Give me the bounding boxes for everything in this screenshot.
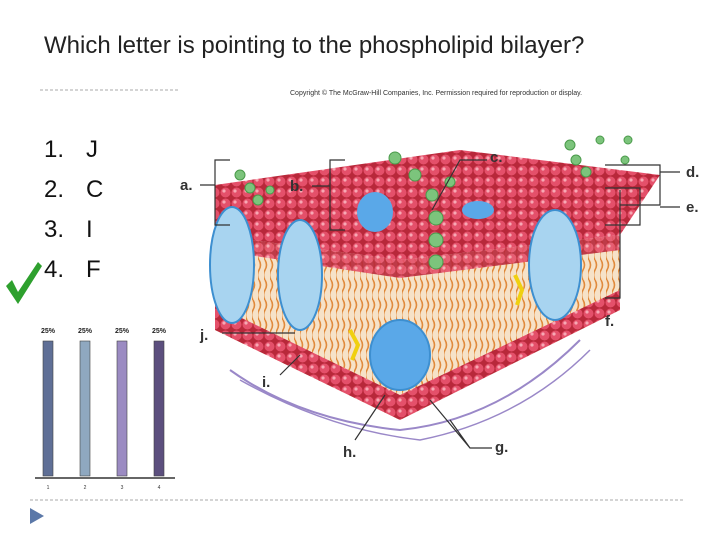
diagram-label: e. <box>686 199 699 216</box>
option-answer: C <box>86 176 104 203</box>
value-label: 25% <box>41 328 56 335</box>
option: 2. C <box>44 176 128 204</box>
option: 1. J <box>44 136 128 164</box>
checkmark <box>6 262 42 304</box>
value-label: 25% <box>115 328 130 335</box>
option-answer: J <box>86 136 98 163</box>
vote-chart: 25% 1 25% 2 25% 3 25% 4 <box>35 328 175 491</box>
option-answer: F <box>86 256 101 283</box>
option: 3. I <box>44 216 128 244</box>
diagram-label: a. <box>180 177 193 194</box>
option-number: 2. <box>44 176 65 203</box>
leader-lines <box>200 159 680 449</box>
diagram-label: g. <box>495 439 508 456</box>
diagram-label: i. <box>262 374 270 391</box>
question: Which letter is pointing to the phosphol… <box>44 32 585 59</box>
category-label: 1 <box>47 485 50 491</box>
bar <box>79 340 91 477</box>
bar <box>42 340 54 477</box>
diagram-label: b. <box>290 178 303 195</box>
bullet-arrow <box>30 508 44 524</box>
option-number: 4. <box>44 256 65 283</box>
membrane-illustration <box>209 135 660 441</box>
category-label: 4 <box>158 485 161 491</box>
category-label: 2 <box>84 485 87 491</box>
bar <box>153 340 165 477</box>
category-label: 3 <box>121 485 124 491</box>
value-label: 25% <box>152 328 167 335</box>
copyright: Copyright © The McGraw-Hill Companies, I… <box>290 89 582 97</box>
diagram-label: h. <box>343 444 356 461</box>
option-number: 3. <box>44 216 65 243</box>
option-answer: I <box>86 216 93 243</box>
bar <box>116 340 128 477</box>
option: 4. F <box>44 256 128 284</box>
diagram-label: j. <box>199 327 208 344</box>
value-label: 25% <box>78 328 93 335</box>
diagram-label: f. <box>605 313 614 330</box>
diagram-label: d. <box>686 164 699 181</box>
option-number: 1. <box>44 136 65 163</box>
diagram-label: c. <box>490 149 503 166</box>
